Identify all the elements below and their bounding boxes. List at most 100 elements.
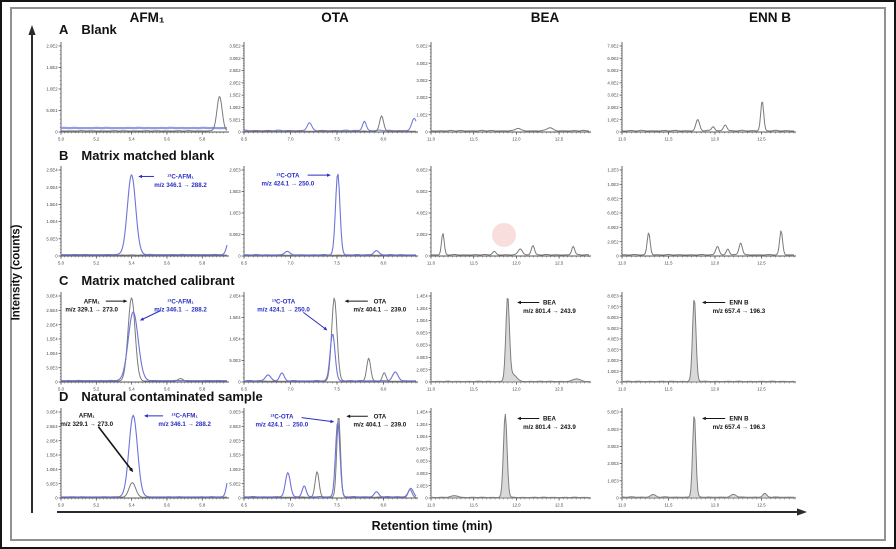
svg-text:7.0: 7.0 — [287, 261, 294, 266]
svg-text:ENN B: ENN B — [729, 416, 749, 423]
svg-text:5.0E1: 5.0E1 — [229, 117, 241, 122]
svg-text:m/z 346.1 → 288.2: m/z 346.1 → 288.2 — [158, 421, 211, 428]
svg-text:2.5E2: 2.5E2 — [229, 68, 241, 73]
svg-text:12.0: 12.0 — [512, 387, 521, 392]
svg-text:7.5: 7.5 — [334, 503, 341, 508]
svg-text:5.0E3: 5.0E3 — [46, 481, 58, 486]
svg-text:12.5: 12.5 — [555, 261, 564, 266]
row-letter-b: B — [59, 148, 69, 163]
column-header-bea: BEA — [530, 10, 560, 25]
svg-text:3.0E2: 3.0E2 — [416, 78, 428, 83]
svg-text:1.4E4: 1.4E4 — [416, 410, 428, 415]
svg-text:12.5: 12.5 — [555, 137, 564, 142]
panel-b-bea: 8.0E2 6.0E2 4.0E2 2.0E2 0 11.0 11.5 12.0 12.5 — [411, 162, 593, 274]
svg-text:8.0: 8.0 — [380, 387, 387, 392]
svg-text:11.0: 11.0 — [618, 261, 627, 266]
svg-text:4.0E2: 4.0E2 — [607, 225, 619, 230]
svg-text:5.8: 5.8 — [199, 261, 206, 266]
svg-text:12.5: 12.5 — [757, 503, 766, 508]
svg-text:5.6: 5.6 — [164, 503, 171, 508]
svg-text:11.5: 11.5 — [664, 137, 673, 142]
panel-b-ennb: 1.2E3 1.0E3 8.0E2 6.0E2 4.0E2 2.0E2 0 11.0 11.5 1… — [602, 162, 798, 274]
svg-text:2.0E3: 2.0E3 — [416, 367, 428, 372]
svg-text:8.0E3: 8.0E3 — [607, 294, 619, 299]
svg-text:¹³C-OTA: ¹³C-OTA — [276, 172, 300, 179]
svg-text:8.0E2: 8.0E2 — [416, 168, 428, 173]
svg-text:5.4: 5.4 — [129, 137, 136, 142]
svg-text:0: 0 — [616, 254, 619, 259]
svg-text:m/z 346.1 → 288.2: m/z 346.1 → 288.2 — [154, 307, 207, 314]
svg-text:4.0E3: 4.0E3 — [607, 427, 619, 432]
svg-text:AFM₁: AFM₁ — [84, 298, 100, 305]
svg-text:m/z 329.1 → 273.0: m/z 329.1 → 273.0 — [60, 421, 113, 428]
svg-text:0: 0 — [55, 496, 58, 501]
svg-text:0: 0 — [616, 130, 619, 135]
svg-text:m/z 424.1 → 250.0: m/z 424.1 → 250.0 — [262, 181, 315, 188]
panel-c-ota: 2.0E4 1.5E4 1.0E4 5.0E3 0 6.5 7.0 7.5 8.0 ¹³C-OTA… — [224, 288, 420, 400]
svg-text:7.0E3: 7.0E3 — [607, 304, 619, 309]
panel-b-ota: 2.0E3 1.5E3 1.0E3 5.0E2 0 6.5 7.0 7.5 8.0 ¹³C-OTA… — [224, 162, 420, 274]
svg-text:2.0E2: 2.0E2 — [46, 44, 58, 49]
svg-text:5.2: 5.2 — [93, 503, 100, 508]
svg-text:2.0E2: 2.0E2 — [607, 105, 619, 110]
svg-text:2.5E4: 2.5E4 — [46, 308, 58, 313]
svg-text:m/z 404.1 → 239.0: m/z 404.1 → 239.0 — [354, 307, 407, 314]
svg-text:12.0: 12.0 — [512, 503, 521, 508]
svg-text:0: 0 — [425, 380, 428, 385]
svg-text:11.5: 11.5 — [470, 261, 479, 266]
svg-text:0: 0 — [425, 130, 428, 135]
svg-text:12.5: 12.5 — [757, 387, 766, 392]
svg-text:5.0E3: 5.0E3 — [607, 410, 619, 415]
svg-text:2.0E4: 2.0E4 — [46, 438, 58, 443]
svg-text:1.5E4: 1.5E4 — [46, 453, 58, 458]
svg-text:7.0: 7.0 — [287, 137, 294, 142]
svg-text:2.0E3: 2.0E3 — [607, 358, 619, 363]
svg-text:¹³C-AFM₁: ¹³C-AFM₁ — [167, 174, 194, 181]
svg-text:2.0E2: 2.0E2 — [416, 95, 428, 100]
svg-text:11.5: 11.5 — [470, 137, 479, 142]
svg-text:12.0: 12.0 — [711, 387, 720, 392]
svg-text:2.0E4: 2.0E4 — [46, 185, 58, 190]
svg-text:5.6: 5.6 — [164, 137, 171, 142]
panel-c-bea: 1.4E4 1.2E4 1.0E4 8.0E3 6.0E3 4.0E3 2.0E3 0 11.0… — [411, 288, 593, 400]
svg-text:6.0E2: 6.0E2 — [607, 56, 619, 61]
svg-text:7.0: 7.0 — [287, 503, 294, 508]
svg-text:m/z 346.1 → 288.2: m/z 346.1 → 288.2 — [154, 182, 207, 189]
svg-text:m/z 657.4 → 196.3: m/z 657.4 → 196.3 — [713, 308, 766, 315]
panel-d-bea: 1.4E4 1.2E4 1.0E4 8.0E3 6.0E3 4.0E3 2.0E3 0 11.0… — [411, 404, 593, 516]
svg-text:BEA: BEA — [543, 300, 557, 307]
svg-text:6.0E2: 6.0E2 — [416, 189, 428, 194]
row-label-a: A Blank — [59, 22, 117, 37]
svg-text:1.0E4: 1.0E4 — [416, 434, 428, 439]
row-title-b: Matrix matched blank — [81, 148, 215, 163]
svg-text:2.0E3: 2.0E3 — [607, 461, 619, 466]
row-label-b: B Matrix matched blank — [59, 148, 214, 163]
panel-d-afm1: 3.0E4 2.5E4 2.0E4 1.5E4 1.0E4 5.0E3 0 5.0 5.2 5.4… — [41, 404, 231, 516]
svg-text:3.0E3: 3.0E3 — [607, 347, 619, 352]
panel-c-afm1: 3.0E4 2.5E4 2.0E4 1.5E4 1.0E4 5.0E3 0 5.0 5.2 5.4… — [41, 288, 231, 400]
svg-text:5.0E2: 5.0E2 — [416, 44, 428, 49]
svg-text:1.0E4: 1.0E4 — [46, 467, 58, 472]
panel-a-ennb: 7.0E2 6.0E2 5.0E2 4.0E2 3.0E2 2.0E2 1.0E2 0 11.0… — [602, 38, 798, 150]
row-title-c: Matrix matched calibrant — [81, 273, 235, 288]
svg-text:m/z 404.1 → 239.0: m/z 404.1 → 239.0 — [354, 422, 407, 429]
svg-text:3.0E4: 3.0E4 — [46, 294, 58, 299]
svg-text:5.0E2: 5.0E2 — [229, 232, 241, 237]
panel-a-ota: 3.5E2 3.0E2 2.5E2 2.0E2 1.5E2 1.0E2 5.0E1 0 6.5 7… — [224, 38, 420, 150]
svg-text:m/z 801.4 → 243.9: m/z 801.4 → 243.9 — [523, 424, 576, 431]
column-header-afm1: AFM₁ — [129, 10, 165, 25]
svg-text:11.0: 11.0 — [618, 387, 627, 392]
svg-text:11.0: 11.0 — [427, 387, 436, 392]
svg-text:5.0: 5.0 — [58, 503, 65, 508]
svg-text:11.5: 11.5 — [470, 387, 479, 392]
svg-text:12.5: 12.5 — [757, 261, 766, 266]
panel-a-bea: 5.0E2 4.0E2 3.0E2 2.0E2 1.0E2 0 11.0 11.5 12.0 12… — [411, 38, 593, 150]
svg-text:1.0E3: 1.0E3 — [229, 467, 241, 472]
svg-text:6.5: 6.5 — [241, 387, 248, 392]
svg-text:11.0: 11.0 — [618, 503, 627, 508]
svg-text:5.4: 5.4 — [129, 387, 136, 392]
svg-text:6.5: 6.5 — [241, 261, 248, 266]
svg-text:7.5: 7.5 — [334, 137, 341, 142]
svg-text:5.0E2: 5.0E2 — [607, 68, 619, 73]
svg-text:2.0E3: 2.0E3 — [416, 483, 428, 488]
